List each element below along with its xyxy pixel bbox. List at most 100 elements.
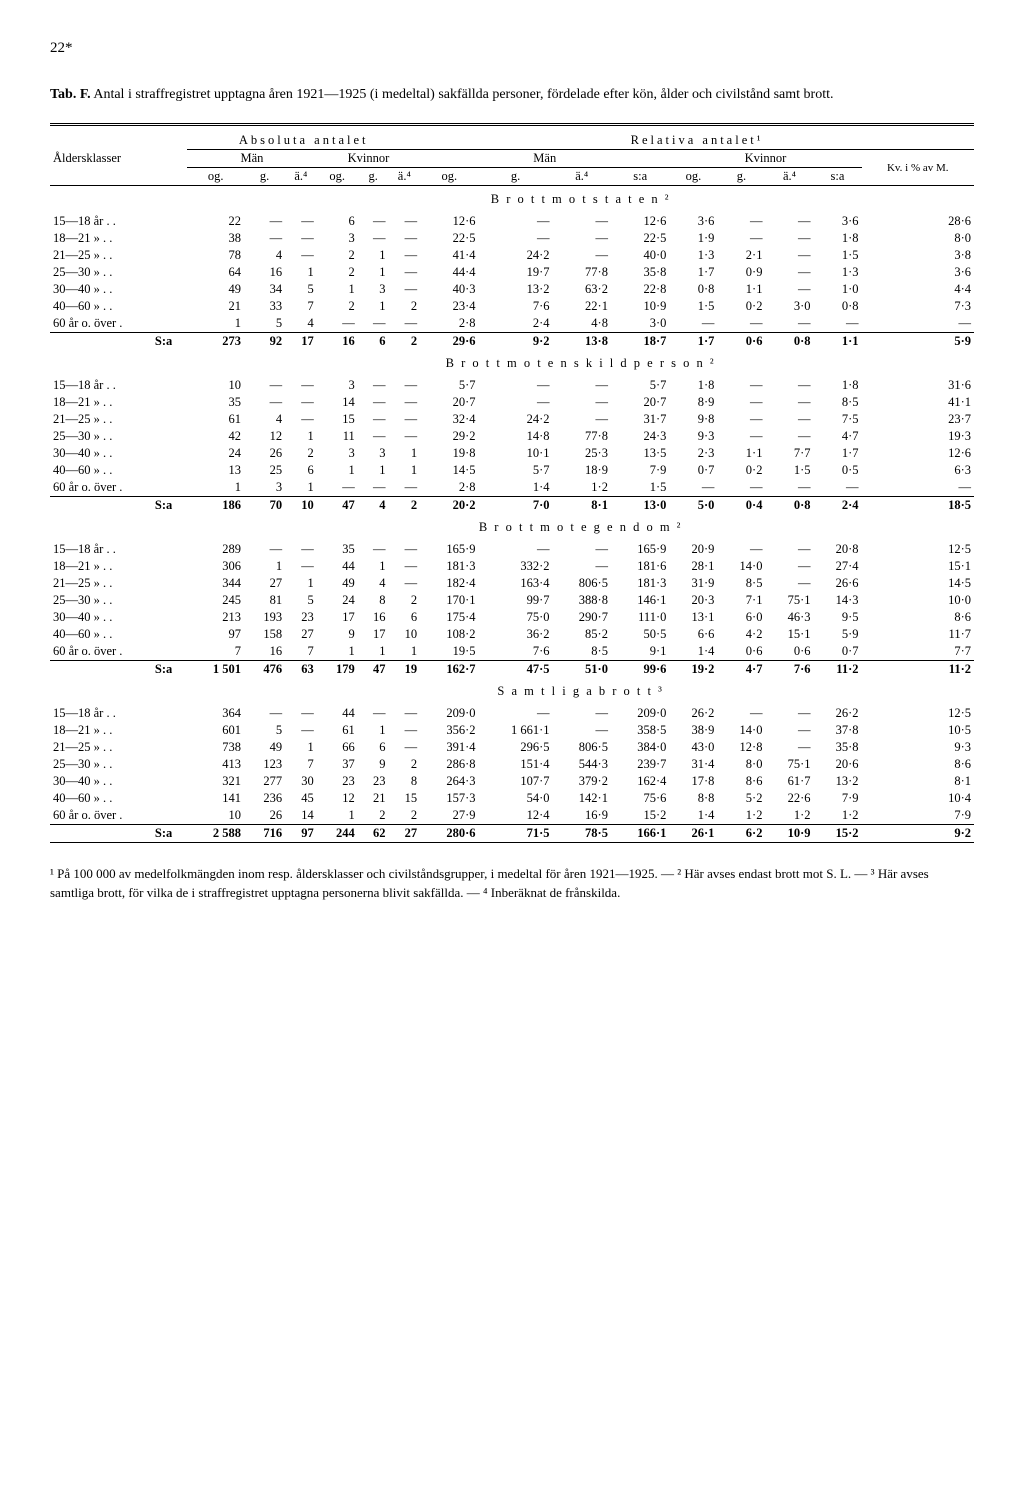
cell: 364	[187, 705, 244, 722]
cell: —	[285, 558, 317, 575]
cell: 5	[285, 281, 317, 298]
cell: 358·5	[611, 722, 669, 739]
cell: 1·7	[813, 445, 861, 462]
cell: 6	[317, 213, 358, 230]
sum-cell: 47	[358, 661, 389, 679]
cell: 8·6	[862, 609, 974, 626]
cell: 4	[358, 575, 389, 592]
cell: 7·1	[717, 592, 765, 609]
cell: 15·2	[611, 807, 669, 825]
cell: 9·3	[669, 428, 717, 445]
cell: 49	[244, 739, 285, 756]
cell: 289	[187, 541, 244, 558]
cell: 40·0	[611, 247, 669, 264]
cell: 13·2	[813, 773, 861, 790]
cell: 1	[389, 445, 421, 462]
cell: 12·6	[420, 213, 478, 230]
h-g: g.	[358, 168, 389, 186]
cell: 384·0	[611, 739, 669, 756]
sum-cell: 2 588	[187, 825, 244, 843]
cell: 27	[285, 626, 317, 643]
h-sa: s:a	[813, 168, 861, 186]
cell: 7·7	[765, 445, 813, 462]
cell: 15	[389, 790, 421, 807]
cell: 14·0	[717, 722, 765, 739]
cell: —	[479, 213, 553, 230]
cell: 46·3	[765, 609, 813, 626]
cell: —	[765, 541, 813, 558]
cell: 29·2	[420, 428, 478, 445]
age-class: 40—60 » . .	[50, 462, 175, 479]
sum-cell: 0·8	[765, 333, 813, 351]
caption-text: Antal i straffregistret upptagna åren 19…	[93, 87, 833, 102]
cell: 1	[389, 462, 421, 479]
cell: —	[358, 541, 389, 558]
cell: 9·3	[862, 739, 974, 756]
cell: 1	[358, 462, 389, 479]
cell: 108·2	[420, 626, 478, 643]
cell: 1	[317, 643, 358, 661]
cell: 44	[317, 705, 358, 722]
sum-cell: 7·6	[765, 661, 813, 679]
cell: 162·4	[611, 773, 669, 790]
cell: —	[765, 213, 813, 230]
h-g: g.	[717, 168, 765, 186]
cell: 23	[358, 773, 389, 790]
cell: 290·7	[553, 609, 611, 626]
cell: 4·4	[862, 281, 974, 298]
cell: —	[765, 722, 813, 739]
cell: 3·0	[611, 315, 669, 333]
cell: 2·3	[669, 445, 717, 462]
sum-cell: 0·6	[717, 333, 765, 351]
cell: 8	[389, 773, 421, 790]
sum-cell: 179	[317, 661, 358, 679]
cell: 2·8	[420, 315, 478, 333]
cell: 7·9	[862, 807, 974, 825]
cell: 24·3	[611, 428, 669, 445]
cell: 17	[358, 626, 389, 643]
cell: —	[717, 213, 765, 230]
sum-label: S:a	[50, 661, 175, 679]
cell: 1·4	[479, 479, 553, 497]
cell: —	[717, 411, 765, 428]
cell: 0·7	[669, 462, 717, 479]
sum-cell: 4·7	[717, 661, 765, 679]
cell: —	[765, 394, 813, 411]
cell: 1·5	[813, 247, 861, 264]
cell: 356·2	[420, 722, 478, 739]
age-class: 18—21 » . .	[50, 722, 175, 739]
cell: —	[389, 739, 421, 756]
cell: —	[358, 411, 389, 428]
sum-cell: 8·1	[553, 497, 611, 515]
sum-cell: 2	[389, 497, 421, 515]
cell: 10·4	[862, 790, 974, 807]
cell: 7	[187, 643, 244, 661]
cell: 0·8	[669, 281, 717, 298]
cell: 165·9	[611, 541, 669, 558]
cell: —	[285, 411, 317, 428]
section-title: B r o t t m o t s t a t e n ²	[187, 186, 974, 214]
age-class: 30—40 » . .	[50, 281, 175, 298]
cell: 7·9	[813, 790, 861, 807]
cell: 8·9	[669, 394, 717, 411]
cell: —	[717, 541, 765, 558]
cell: 22·1	[553, 298, 611, 315]
cell: 1·1	[717, 281, 765, 298]
cell: 1	[244, 558, 285, 575]
col-kv-abs: Kvinnor	[317, 150, 420, 168]
cell: —	[389, 230, 421, 247]
cell: 0·2	[717, 462, 765, 479]
cell: 1	[358, 643, 389, 661]
sum-cell: 26·1	[669, 825, 717, 843]
cell: 2	[317, 298, 358, 315]
cell: 23	[285, 609, 317, 626]
cell: 13	[187, 462, 244, 479]
cell: 44	[317, 558, 358, 575]
h-a4: ä.⁴	[285, 168, 317, 186]
cell: 1·9	[669, 230, 717, 247]
cell: 64	[187, 264, 244, 281]
cell: 49	[317, 575, 358, 592]
sum-cell: 2	[389, 333, 421, 351]
cell: —	[717, 377, 765, 394]
page-number: 22*	[50, 40, 974, 57]
